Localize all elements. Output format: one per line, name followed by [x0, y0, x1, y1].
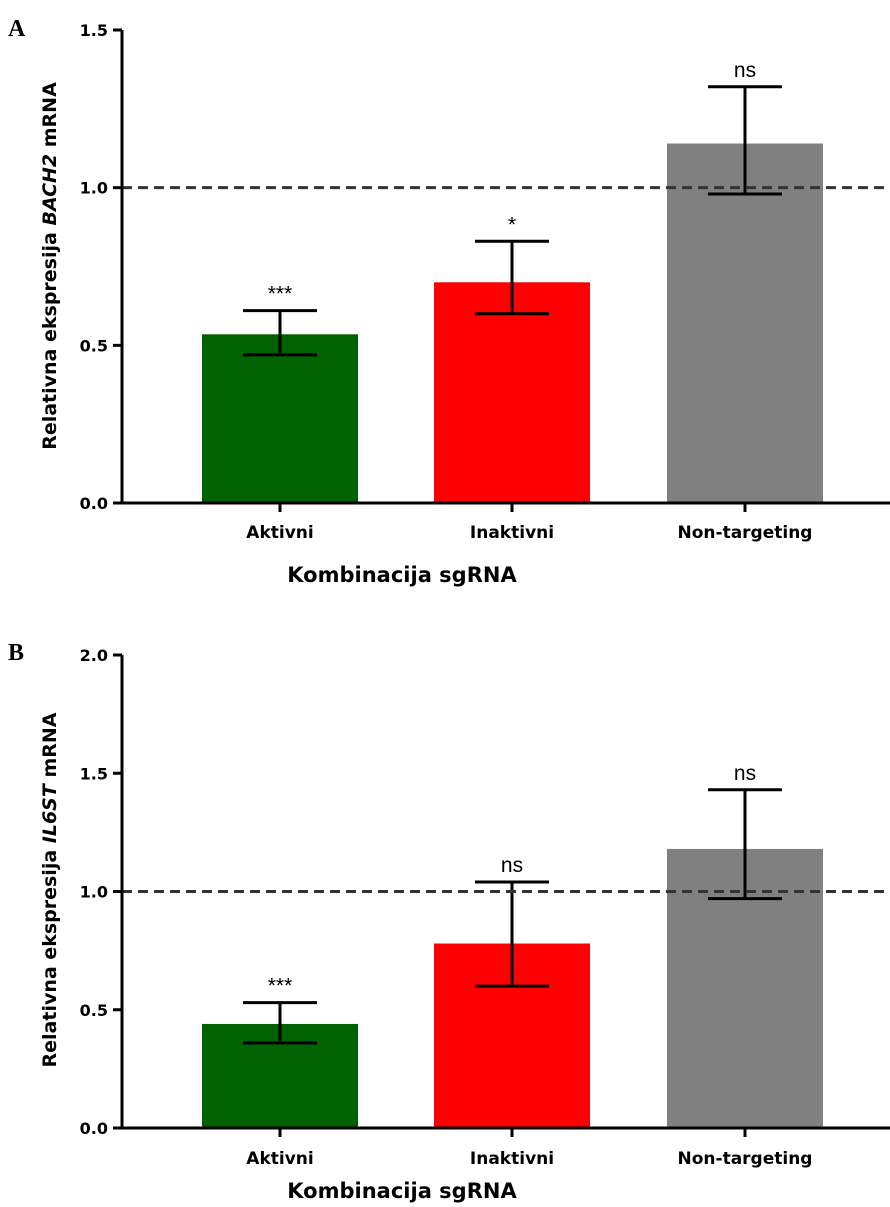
panel-b-x-tick-label-non-targeting: Non-targeting	[678, 1149, 813, 1169]
panel-a-y-title-gene: BACH2	[39, 154, 61, 226]
panel-a-x-tick-label-non-targeting: Non-targeting	[678, 523, 813, 543]
panel-b-y-tick-label: 2.0	[80, 646, 108, 665]
panel-b-y-title-suffix: mRNA	[39, 712, 61, 784]
panel-a-x-tick-label-inaktivni: Inaktivni	[470, 523, 554, 543]
panel-a-y-tick-label: 0.0	[80, 494, 108, 513]
panel-a-y-tick-label: 1.5	[80, 21, 108, 40]
panel-b-plot-area: *** ns ns 0.0 0.5 1.0 1.5 2.0 Aktivni Inaktivni No…	[80, 646, 890, 1169]
panel-b-y-tick-label: 0.0	[80, 1119, 108, 1138]
panel-a-significance-non-targeting: ns	[734, 59, 756, 82]
panel-b-x-tick-label-aktivni: Aktivni	[246, 1149, 313, 1169]
panel-b-x-tick-label-inaktivni: Inaktivni	[470, 1149, 554, 1169]
panel-a-y-title-suffix: mRNA	[39, 82, 61, 154]
panel-b-y-tick-label: 1.0	[80, 883, 108, 902]
panel-a-y-title-prefix: Relativna ekspresija	[39, 226, 61, 450]
panel-b: B Relativna ekspresija IL6ST mRNA *** ns n…	[8, 640, 890, 1203]
panel-b-y-tick-label: 0.5	[80, 1001, 108, 1020]
panel-b-y-title-gene: IL6ST	[39, 782, 61, 843]
panel-a-x-tick-label-aktivni: Aktivni	[246, 523, 313, 543]
panel-b-significance-inaktivni: ns	[501, 854, 523, 877]
panel-b-letter: B	[8, 640, 24, 666]
panel-a-bar-aktivni	[202, 334, 358, 503]
panel-a: A Relativna ekspresija BACH2 mRNA ****ns…	[8, 16, 890, 587]
panel-a-significance-aktivni: ***	[268, 283, 293, 306]
panel-a-y-axis-title: Relativna ekspresija BACH2 mRNA	[39, 82, 61, 450]
panel-b-y-axis-title: Relativna ekspresija IL6ST mRNA	[39, 712, 61, 1067]
panel-a-significance-inaktivni: *	[508, 213, 516, 236]
panel-b-x-axis-title: Kombinacija sgRNA	[287, 1179, 517, 1203]
panel-a-y-tick-label: 0.5	[80, 336, 108, 355]
panel-a-y-tick-label: 1.0	[80, 179, 108, 198]
panel-a-bar-inaktivni	[434, 282, 590, 503]
panel-b-y-tick-label: 1.5	[80, 764, 108, 783]
panel-b-y-title-prefix: Relativna ekspresija	[39, 843, 61, 1067]
panel-a-bar-non-targeting	[667, 143, 823, 503]
panel-b-significance-aktivni: ***	[268, 975, 293, 998]
panel-a-letter: A	[8, 16, 26, 42]
panel-a-x-axis-title: Kombinacija sgRNA	[287, 563, 517, 587]
panel-b-significance-non-targeting: ns	[734, 762, 756, 785]
